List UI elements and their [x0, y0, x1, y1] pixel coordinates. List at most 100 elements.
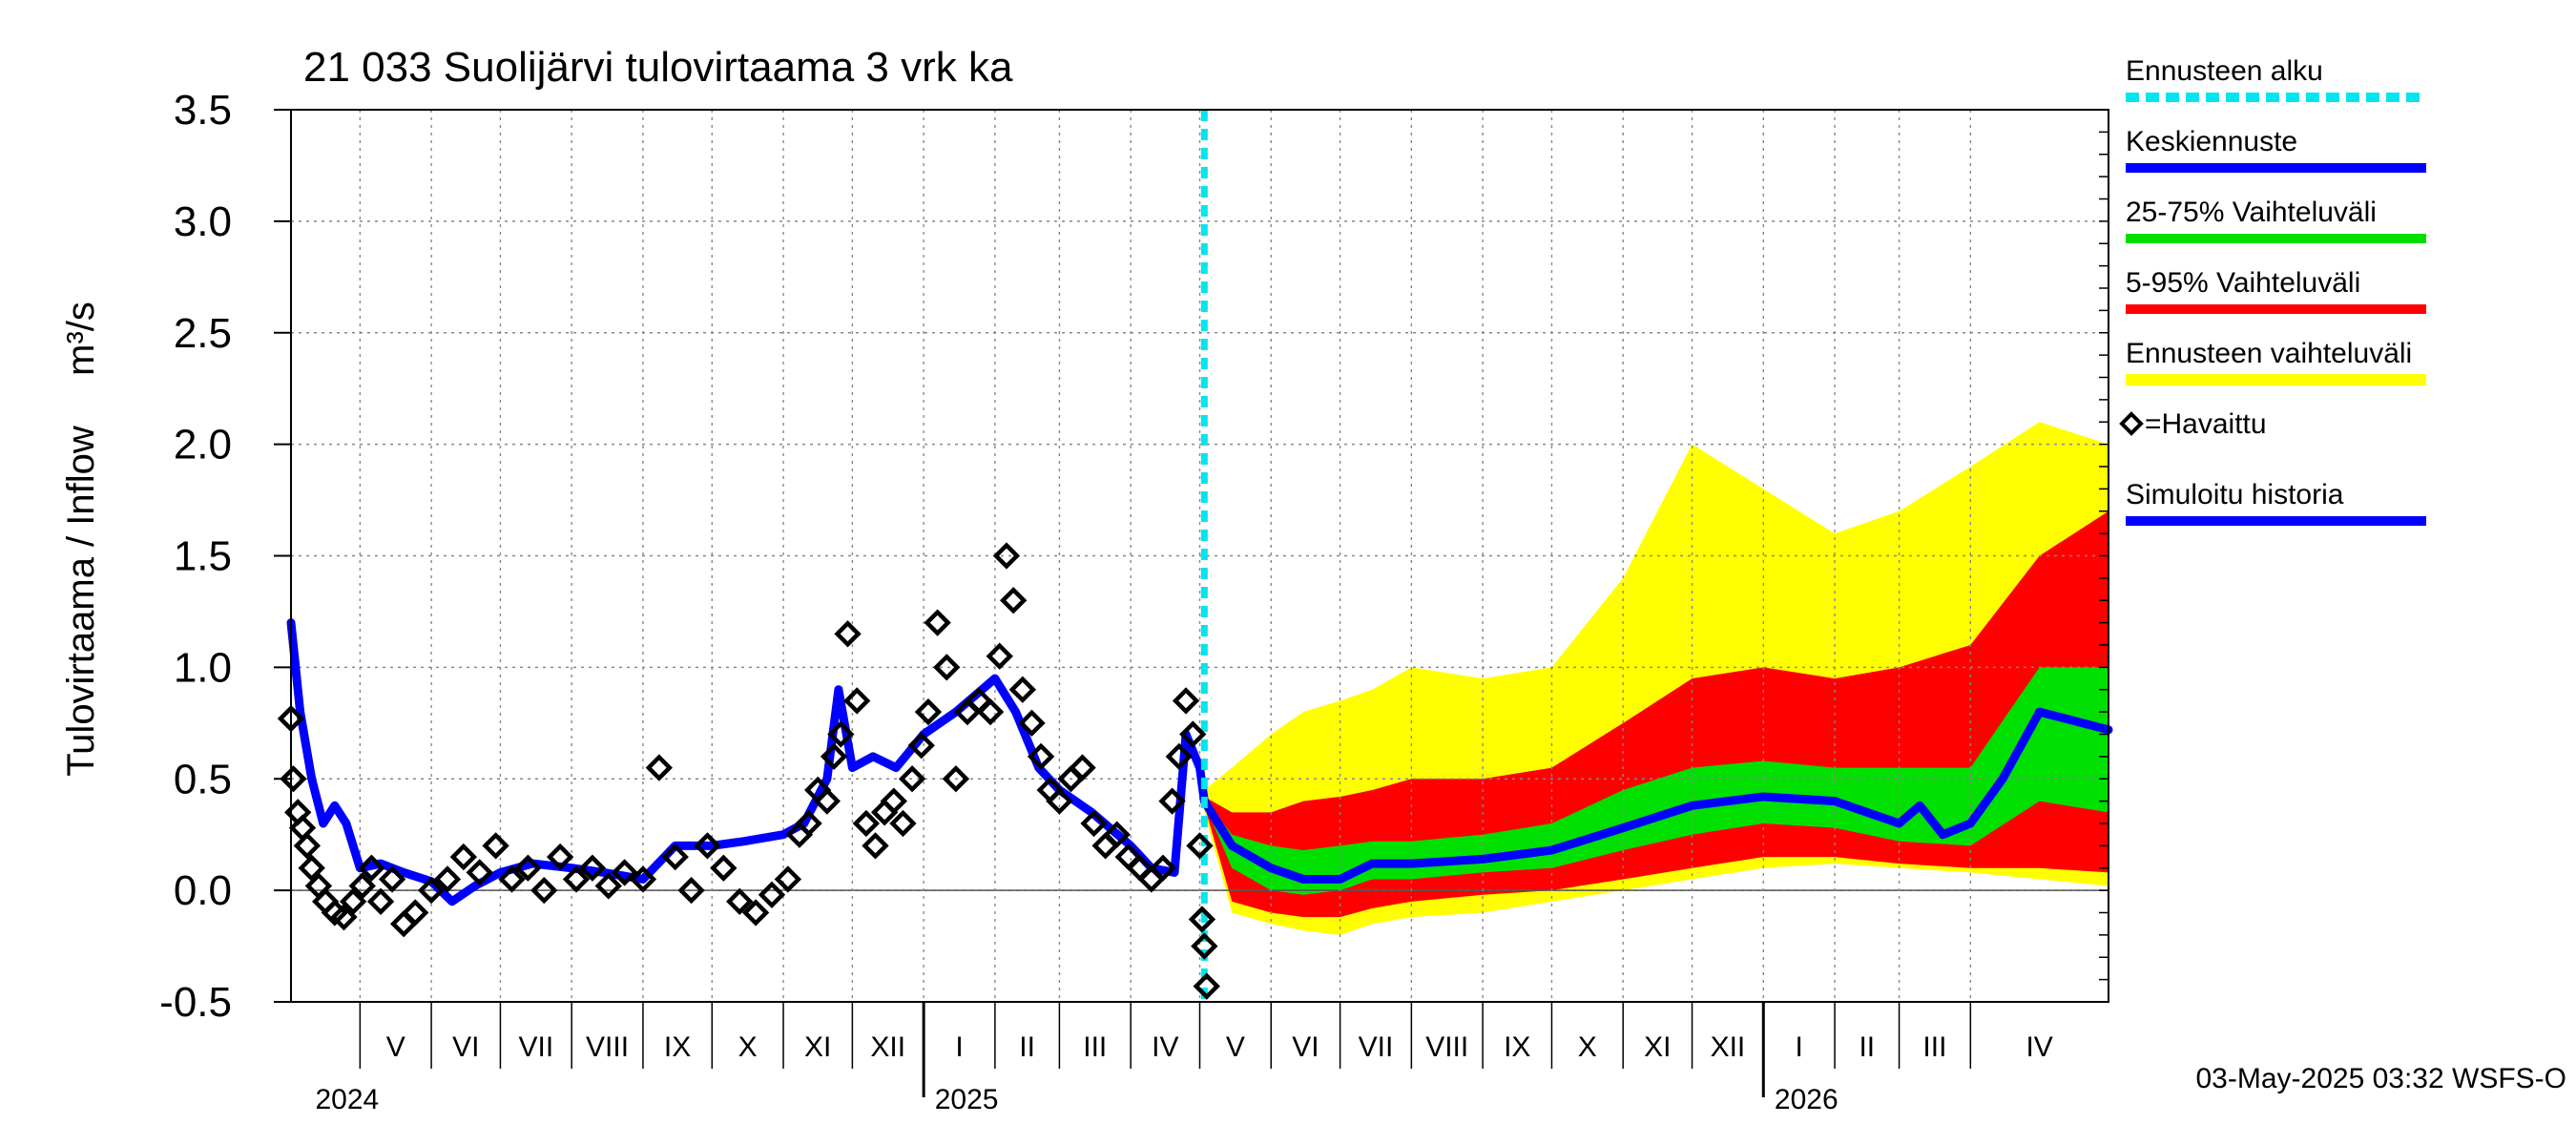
observed-point — [1193, 972, 1220, 1000]
observed-point — [880, 787, 907, 815]
observed-point — [629, 865, 657, 893]
legend-label-simulated: Simuloitu historia — [2126, 479, 2344, 510]
x-month-label: X — [738, 1031, 758, 1063]
observed-point — [482, 832, 509, 860]
observed-point — [1018, 709, 1046, 737]
observed-point — [889, 809, 917, 838]
x-month-label: VIII — [1425, 1031, 1468, 1063]
observed-point — [661, 843, 689, 871]
x-month-label: VII — [1359, 1031, 1394, 1063]
x-month-label: III — [1922, 1031, 1946, 1063]
x-month-label: XI — [804, 1031, 831, 1063]
x-month-label: V — [1226, 1031, 1245, 1063]
x-month-label: IV — [1152, 1031, 1178, 1063]
observed-point — [774, 865, 802, 893]
axis-labels: 3.53.02.52.01.51.00.50.0-0.5V VI VII VIII IX… — [159, 87, 2053, 1115]
y-axis-label: Tulovirtaama / Inflow — [60, 426, 102, 777]
legend-label-median: Keskiennuste — [2126, 126, 2297, 157]
observed-point — [1179, 720, 1207, 748]
legend-label-range: Ennusteen vaihteluväli — [2126, 338, 2412, 369]
observed-point — [813, 787, 841, 815]
observed-point — [449, 843, 478, 871]
observed-point — [843, 687, 871, 715]
observed-point — [1080, 809, 1108, 838]
observed-point — [546, 843, 574, 871]
x-month-label: I — [955, 1031, 963, 1063]
x-year-label: 2026 — [1775, 1084, 1839, 1115]
observed-point — [1165, 742, 1193, 771]
x-month-label: XII — [870, 1031, 905, 1063]
observed-point — [924, 609, 951, 636]
y-tick-label: -0.5 — [159, 979, 232, 1026]
x-month-label: III — [1083, 1031, 1107, 1063]
observed-point — [358, 854, 385, 882]
observed-point — [852, 809, 881, 838]
observed-point — [578, 854, 607, 882]
observed-point — [433, 865, 462, 893]
observed-point — [834, 620, 862, 648]
x-month-label: IX — [664, 1031, 691, 1063]
x-month-label: IX — [1504, 1031, 1530, 1063]
x-month-label: X — [1578, 1031, 1597, 1063]
observed-point — [795, 809, 822, 838]
observed-point — [758, 881, 786, 908]
observed-point — [498, 865, 526, 893]
observed-markers — [277, 542, 1220, 1000]
legend-label-p25_75: 25-75% Vaihteluväli — [2126, 197, 2377, 228]
observed-point — [530, 876, 558, 905]
x-year-label: 2024 — [316, 1084, 380, 1115]
x-year-label: 2025 — [935, 1084, 999, 1115]
simulated-history-line — [286, 618, 1209, 906]
observed-point — [820, 742, 848, 771]
x-month-label: IV — [2025, 1031, 2052, 1063]
x-month-label: V — [386, 1031, 405, 1063]
observed-point — [645, 754, 674, 781]
y-tick-label: 2.0 — [174, 422, 232, 468]
chart-title: 21 033 Suolijärvi tulovirtaama 3 vrk ka — [303, 44, 1013, 91]
y-tick-label: 3.0 — [174, 198, 232, 245]
observed-point — [330, 903, 358, 931]
y-tick-label: 2.5 — [174, 310, 232, 357]
observed-point — [1069, 754, 1096, 781]
y-tick-label: 0.0 — [174, 867, 232, 914]
legend-label-forecast_start: Ennusteen alku — [2126, 55, 2323, 87]
y-tick-label: 0.5 — [174, 756, 232, 802]
chart-legend: Ennusteen alku Keskiennuste 25-75% Vaihtel… — [2119, 55, 2426, 526]
median-forecast-line — [1199, 707, 2113, 884]
legend-label-observed: =Havaittu — [2145, 408, 2267, 440]
observed-point — [611, 859, 638, 886]
observed-point — [1027, 742, 1055, 771]
observed-point — [339, 887, 367, 915]
observed-point — [466, 859, 493, 886]
observed-point — [694, 832, 721, 860]
observed-point — [1186, 832, 1214, 860]
legend-swatch-observed — [2119, 411, 2144, 436]
observed-point — [348, 872, 376, 900]
observed-point — [741, 899, 770, 926]
legend-label-p5_95: 5-95% Vaihteluväli — [2126, 267, 2360, 299]
x-month-label: VIII — [586, 1031, 629, 1063]
y-tick-label: 1.5 — [174, 533, 232, 580]
observed-point — [933, 654, 961, 681]
observed-point — [1046, 787, 1073, 815]
y-axis-unit: m³/s — [60, 302, 102, 376]
observed-point — [1149, 854, 1177, 882]
observed-point — [986, 642, 1013, 670]
observed-point — [298, 854, 325, 882]
observed-point — [827, 720, 855, 748]
observed-point — [992, 542, 1021, 570]
y-tick-label: 1.0 — [174, 644, 232, 691]
observed-point — [378, 865, 406, 893]
band-25-75 — [1204, 667, 2109, 895]
observed-point — [726, 887, 754, 915]
footer-timestamp: 03-May-2025 03:32 WSFS-O — [2196, 1063, 2567, 1094]
observed-point — [280, 765, 307, 793]
observed-point — [710, 854, 737, 882]
x-month-label: I — [1795, 1031, 1802, 1063]
observed-point — [942, 765, 970, 793]
observed-point — [1103, 821, 1131, 848]
x-month-label: VI — [1292, 1031, 1319, 1063]
observed-point — [1008, 676, 1037, 703]
observed-point — [562, 865, 591, 893]
